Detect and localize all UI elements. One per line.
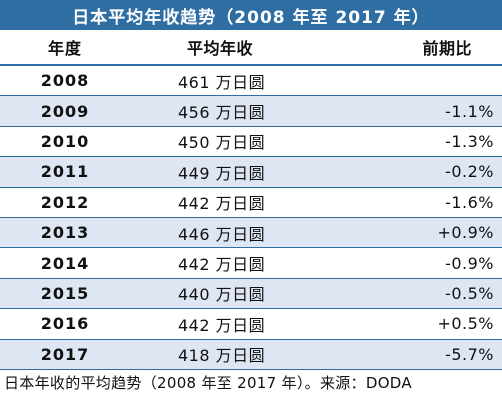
cell-income: 442 万日圆 [178, 194, 266, 214]
cell-year: 2008 [40, 71, 90, 91]
table-title: 日本平均年收趋势（2008 年至 2017 年） [0, 0, 502, 30]
table-caption: 日本年收的平均趋势（2008 年至 2017 年）。来源：DODA [4, 373, 412, 392]
cell-year: 2010 [40, 131, 90, 151]
cell-income: 442 万日圆 [178, 315, 266, 335]
table-row: 2010 450 万日圆 -1.3% [0, 126, 502, 158]
cell-change: -5.7% [445, 344, 494, 364]
cell-year: 2014 [40, 253, 90, 273]
cell-year: 2012 [40, 192, 90, 212]
cell-year: 2011 [40, 162, 90, 182]
cell-change: -0.2% [445, 162, 494, 182]
cell-change: -1.1% [445, 101, 494, 121]
header-year: 年度 [47, 39, 82, 58]
cell-change: +0.5% [437, 314, 494, 334]
cell-change: -0.9% [445, 253, 494, 273]
cell-change: +0.9% [437, 223, 494, 243]
cell-income: 450 万日圆 [178, 133, 266, 153]
table-row: 2008 461 万日圆 [0, 66, 502, 97]
cell-year: 2015 [40, 283, 90, 303]
table-row: 2015 440 万日圆 -0.5% [0, 278, 502, 310]
header-change: 前期比 [422, 39, 472, 58]
cell-year: 2013 [40, 223, 90, 243]
table-row: 2009 456 万日圆 -1.1% [0, 96, 502, 127]
table-row: 2012 442 万日圆 -1.6% [0, 187, 502, 218]
table-row: 2013 446 万日圆 +0.9% [0, 217, 502, 249]
cell-income: 418 万日圆 [178, 346, 266, 366]
table-row: 2014 442 万日圆 -0.9% [0, 248, 502, 279]
cell-income: 449 万日圆 [178, 163, 266, 183]
table-row: 2016 442 万日圆 +0.5% [0, 309, 502, 340]
cell-year: 2017 [40, 344, 90, 364]
table-row: 2011 449 万日圆 -0.2% [0, 157, 502, 188]
cell-income: 461 万日圆 [178, 72, 266, 92]
cell-income: 446 万日圆 [178, 224, 266, 244]
cell-income: 442 万日圆 [178, 255, 266, 275]
cell-change: -0.5% [445, 283, 494, 303]
cell-change: -1.6% [445, 192, 494, 212]
cell-year: 2016 [40, 314, 90, 334]
table-header: 年度 平均年收 前期比 [0, 30, 502, 66]
header-income: 平均年收 [186, 39, 253, 58]
cell-income: 456 万日圆 [178, 103, 266, 123]
cell-year: 2009 [40, 101, 90, 121]
cell-income: 440 万日圆 [178, 285, 266, 305]
table-body: 2008 461 万日圆 2009 456 万日圆 -1.1% 2010 450… [0, 66, 502, 370]
table-row: 2017 418 万日圆 -5.7% [0, 339, 502, 370]
cell-change: -1.3% [445, 131, 494, 151]
